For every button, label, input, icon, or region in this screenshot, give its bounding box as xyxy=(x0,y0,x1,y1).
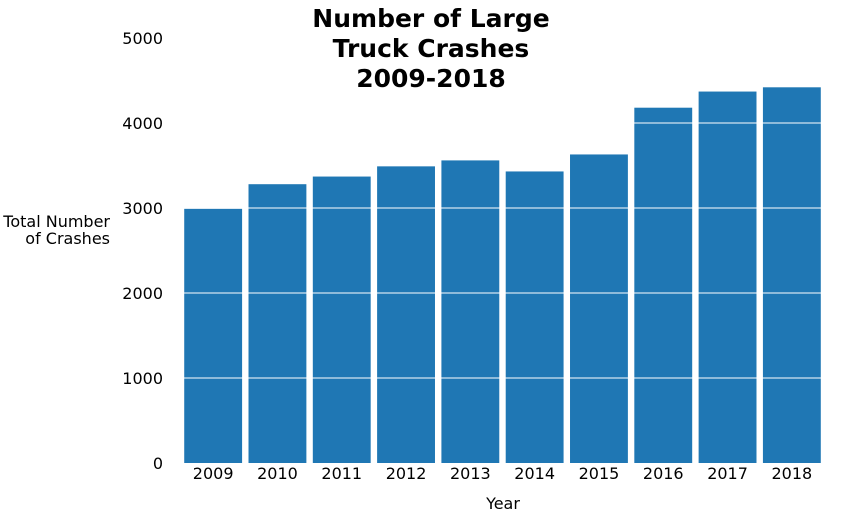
x-axis-label: Year xyxy=(485,494,520,513)
y-tick-label-1000: 1000 xyxy=(122,369,163,388)
bar-2017 xyxy=(698,91,757,464)
bar-2015 xyxy=(570,154,628,463)
y-axis-label-line-1: Total Number xyxy=(2,212,110,231)
bar-2012 xyxy=(377,166,435,463)
y-tick-label-3000: 3000 xyxy=(122,199,163,218)
bar-2018 xyxy=(762,87,821,464)
bar-2011 xyxy=(312,176,371,464)
chart-title-line-1: Number of Large xyxy=(312,4,549,33)
y-tick-label-2000: 2000 xyxy=(122,284,163,303)
bar-2013 xyxy=(441,160,500,463)
gridlines xyxy=(181,122,824,379)
chart-title-line-3: 2009-2018 xyxy=(356,64,506,93)
y-tick-label-5000: 5000 xyxy=(122,29,163,48)
x-tick-label-2010: 2010 xyxy=(257,464,298,483)
x-tick-label-2014: 2014 xyxy=(514,464,555,483)
bar-2010 xyxy=(248,184,307,463)
x-tick-label-2012: 2012 xyxy=(386,464,427,483)
y-tick-label-4000: 4000 xyxy=(122,114,163,133)
x-tick-labels: 2009 2010 2011 2012 2013 2014 2015 2016 2017 2018 xyxy=(193,464,812,483)
bars xyxy=(184,87,821,464)
x-tick-label-2011: 2011 xyxy=(321,464,362,483)
x-tick-label-2018: 2018 xyxy=(771,464,812,483)
chart-title-line-2: Truck Crashes xyxy=(333,34,530,63)
y-tick-label-0: 0 xyxy=(153,454,163,473)
x-tick-label-2013: 2013 xyxy=(450,464,491,483)
x-tick-label-2009: 2009 xyxy=(193,464,234,483)
x-tick-label-2016: 2016 xyxy=(643,464,684,483)
x-tick-label-2017: 2017 xyxy=(707,464,748,483)
bar-2009 xyxy=(184,208,243,463)
y-tick-labels: 0 1000 2000 3000 4000 5000 xyxy=(122,29,163,473)
x-tick-label-2015: 2015 xyxy=(579,464,620,483)
y-axis-label-line-2: of Crashes xyxy=(25,229,110,248)
bar-2016 xyxy=(634,107,693,463)
bar-2014 xyxy=(505,171,564,463)
